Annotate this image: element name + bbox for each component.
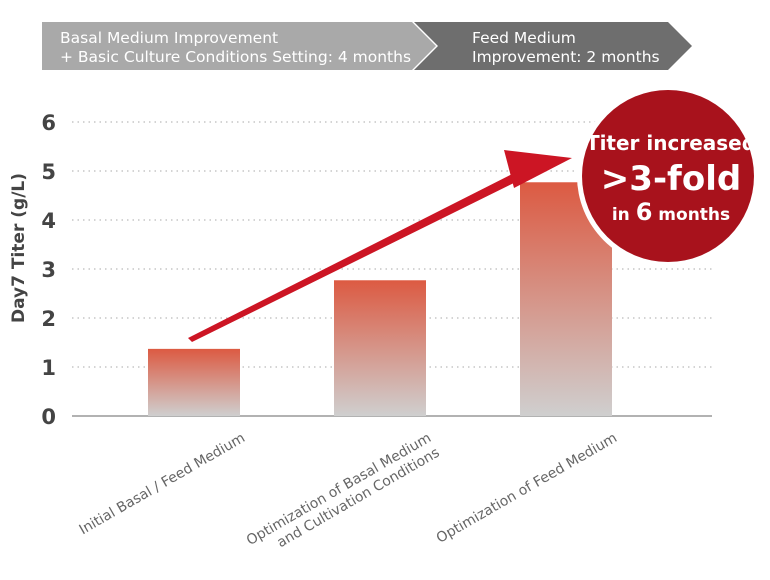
badge-circle (582, 90, 754, 262)
phase2-chevron (414, 22, 692, 70)
badge-line2: >3-fold (601, 159, 741, 199)
y-tick-labels: 0 1 2 3 4 5 6 (41, 111, 56, 429)
phase1-line2: + Basic Culture Conditions Setting: 4 mo… (60, 48, 411, 66)
bars (148, 182, 612, 416)
phase1-line1: Basal Medium Improvement (60, 29, 278, 47)
phase-banner: Basal Medium Improvement + Basic Culture… (42, 22, 692, 70)
y-tick-label: 4 (41, 209, 56, 233)
category-label: Optimization of Feed Medium (434, 430, 620, 547)
y-tick-label: 1 (41, 356, 56, 380)
y-tick-label: 5 (41, 160, 56, 184)
phase1-chevron (42, 22, 436, 70)
badge-line3: in 6 months (612, 198, 730, 226)
arrow-head (504, 150, 572, 188)
y-tick-label: 6 (41, 111, 56, 135)
y-axis-label: Day7 Titer (g/L) (9, 173, 29, 323)
category-labels: Initial Basal / Feed MediumOptimization … (77, 430, 620, 564)
bar (334, 280, 426, 416)
y-tick-label: 2 (41, 307, 56, 331)
phase2-line1: Feed Medium (472, 29, 576, 47)
y-tick-label: 3 (41, 258, 56, 282)
phase2-line2: Improvement: 2 months (472, 48, 660, 66)
y-tick-label: 0 (41, 405, 56, 429)
badge-line1: Titer increased (586, 131, 756, 155)
bar (148, 348, 240, 416)
arrow-shaft (188, 170, 524, 342)
growth-arrow (188, 150, 572, 342)
category-label: Initial Basal / Feed Medium (77, 430, 248, 538)
titer-badge: Titer increased >3-fold in 6 months (577, 85, 759, 267)
category-label: Optimization of Basal Mediumand Cultivat… (244, 430, 443, 564)
